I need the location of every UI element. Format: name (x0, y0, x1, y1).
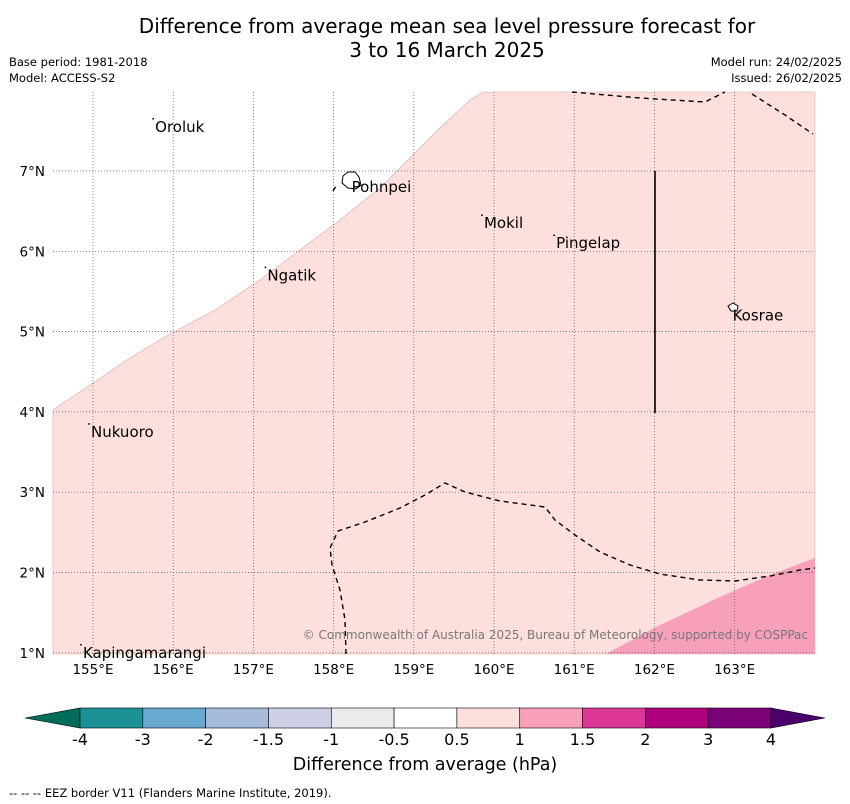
colorbar-tick-label: 4 (765, 730, 777, 749)
colorbar-segment (393, 707, 458, 729)
colorbar-tick-label: 1.5 (569, 730, 596, 749)
x-tick-label: 155°E (72, 662, 113, 678)
place-marker (553, 234, 556, 237)
place-markers (80, 117, 556, 646)
kosrae-island (727, 302, 739, 312)
x-tick-label: 156°E (153, 662, 194, 678)
place-label: Mokil (484, 214, 523, 232)
pressure-anomaly-0.5-1-region (52, 91, 816, 655)
place-label: Pingelap (556, 234, 620, 252)
y-axis-ticks: 7°N 6°N 5°N 4°N 3°N 2°N 1°N (20, 164, 45, 662)
copyright-text: © Commonwealth of Australia 2025, Bureau… (302, 628, 808, 642)
eez-border-northeast (751, 93, 814, 135)
x-tick-label: 161°E (554, 662, 595, 678)
place-marker (152, 117, 155, 120)
place-label: Kosrae (733, 307, 784, 325)
y-tick-label: 4°N (20, 405, 45, 421)
y-tick-label: 3°N (20, 485, 45, 501)
colorbar-segment (205, 707, 269, 729)
title-line-1: Difference from average mean sea level p… (138, 14, 756, 38)
colorbar-title: Difference from average (hPa) (292, 755, 558, 775)
model-name: Model: ACCESS-S2 (9, 71, 116, 85)
colorbar-tick-label: -4 (72, 730, 88, 749)
x-tick-label: 160°E (473, 662, 514, 678)
base-period: Base period: 1981-2018 (9, 55, 148, 69)
eez-border-north (571, 91, 726, 103)
place-marker (481, 214, 483, 217)
pohnpei-island (341, 171, 362, 190)
y-tick-label: 6°N (20, 244, 45, 260)
colorbar-segment (330, 707, 395, 729)
colorbar-segment (645, 707, 709, 729)
place-marker (80, 643, 82, 646)
place-label: Kapingamarangi (83, 644, 206, 662)
colorbar-segment (519, 707, 583, 729)
place-labels: Oroluk Pohnpei Mokil Pingelap Ngatik Kosrae Nu… (83, 118, 783, 662)
colorbar-segment (79, 707, 144, 729)
colorbar-segment (456, 707, 521, 729)
y-tick-label: 1°N (20, 646, 45, 662)
x-tick-label: 157°E (233, 662, 274, 678)
colorbar-extend-low (24, 707, 81, 729)
colorbar-tick-label: 0.5 (444, 730, 470, 749)
chart-title: Difference from average mean sea level p… (0, 14, 850, 62)
x-tick-label: 163°E (714, 662, 755, 678)
colorbar-tick-label: 1 (514, 730, 525, 749)
colorbar-tick-label: -0.5 (378, 730, 410, 749)
y-tick-label: 5°N (20, 325, 45, 341)
title-line-2: 3 to 16 March 2025 (349, 38, 545, 62)
colorbar-tick-label: 2 (640, 730, 651, 749)
colorbar (24, 707, 826, 729)
x-axis-ticks: 155°E 156°E 157°E 158°E 159°E 160°E 161°E 162°E… (72, 662, 755, 678)
x-tick-label: 162°E (634, 662, 675, 678)
colorbar-tick-label: 3 (703, 730, 714, 749)
colorbar-extend-high (770, 707, 826, 729)
colorbar-tick-label: -2 (197, 730, 214, 749)
model-run: Model run: 24/02/2025 (710, 55, 842, 69)
colorbar-tick-label: -3 (134, 730, 151, 749)
place-label: Nukuoro (91, 423, 154, 441)
colorbar-segment (582, 707, 646, 729)
colorbar-tick-label: -1 (323, 730, 340, 749)
place-label: Ngatik (267, 266, 316, 284)
eez-border-south (329, 482, 816, 655)
place-marker (88, 423, 90, 425)
place-marker (264, 266, 267, 269)
x-tick-label: 159°E (393, 662, 434, 678)
eez-borders (329, 91, 816, 655)
colorbar-segment (142, 707, 206, 729)
left-metadata: Base period: 1981-2018 Model: ACCESS-S2 (9, 54, 148, 86)
right-metadata: Model run: 24/02/2025 Issued: 26/02/2025 (711, 54, 842, 86)
colorbar-segment (268, 707, 332, 729)
issued-date: Issued: 26/02/2025 (731, 71, 842, 85)
y-tick-label: 2°N (20, 566, 45, 582)
gridlines (53, 92, 815, 654)
place-label: Pohnpei (352, 178, 412, 196)
pressure-anomaly-1-1.5-region (606, 558, 815, 654)
x-tick-label: 158°E (313, 662, 354, 678)
place-label: Oroluk (155, 118, 204, 136)
colorbar-tick-label: -1.5 (252, 730, 285, 749)
eez-footnote: -- -- -- EEZ border V11 (Flanders Marine… (9, 786, 332, 800)
colorbar-segment (707, 707, 772, 729)
eez-border-pohnpei (332, 185, 337, 192)
y-tick-label: 7°N (20, 164, 45, 180)
